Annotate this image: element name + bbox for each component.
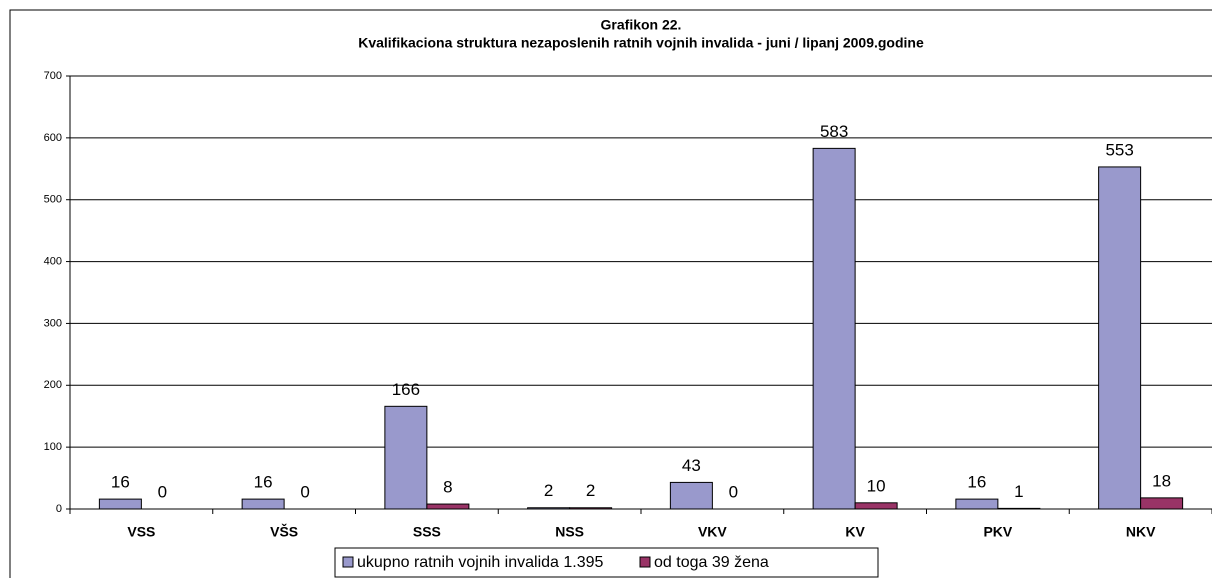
y-tick-label: 0 (56, 503, 62, 515)
data-label: 166 (392, 380, 420, 399)
chart-frame (9, 9, 1212, 578)
x-tick-label: VSS (127, 524, 155, 540)
y-tick-label: 400 (44, 255, 62, 267)
x-tick-label: PKV (983, 524, 1012, 540)
data-label: 18 (1152, 471, 1171, 490)
legend-swatch (639, 556, 651, 568)
data-label: 16 (967, 473, 986, 492)
legend-swatch (342, 556, 354, 568)
data-label: 16 (111, 473, 130, 492)
x-tick-label: NSS (555, 524, 584, 540)
data-label: 1 (1014, 482, 1023, 501)
bar (384, 405, 428, 510)
chart-title: Grafikon 22. (601, 17, 682, 33)
data-label: 0 (729, 482, 738, 501)
x-tick-label: VKV (698, 524, 727, 540)
bar (98, 498, 142, 510)
y-tick-label: 100 (44, 441, 62, 453)
bar (241, 498, 285, 510)
chart-subtitle: Kvalifikaciona struktura nezaposlenih ra… (358, 35, 924, 51)
data-label: 0 (158, 482, 167, 501)
bar (527, 507, 571, 510)
y-tick-label: 300 (44, 317, 62, 329)
data-label: 583 (820, 122, 848, 141)
x-tick-label: KV (845, 524, 865, 540)
bar (997, 507, 1041, 510)
x-tick-label: SSS (413, 524, 441, 540)
data-label: 43 (682, 456, 701, 475)
data-label: 553 (1105, 140, 1133, 159)
data-label: 16 (254, 473, 273, 492)
bar (426, 503, 470, 510)
legend-label: od toga 39 žena (654, 554, 769, 571)
legend-box (334, 547, 879, 578)
bar (955, 498, 999, 510)
y-tick-label: 200 (44, 379, 62, 391)
x-tick-label: NKV (1126, 524, 1156, 540)
bar (812, 147, 856, 510)
y-tick-label: 500 (44, 194, 62, 206)
bar (669, 481, 713, 510)
bar (569, 507, 613, 510)
y-tick-label: 600 (44, 132, 62, 144)
bar (1140, 497, 1184, 510)
legend-label: ukupno ratnih vojnih invalida 1.395 (357, 554, 604, 571)
data-label: 2 (586, 481, 595, 500)
data-label: 10 (867, 476, 886, 495)
bar (1098, 166, 1142, 510)
y-tick-label: 700 (44, 70, 62, 82)
bar (854, 502, 898, 510)
data-label: 8 (443, 478, 452, 497)
x-tick-label: VŠS (270, 523, 298, 540)
data-label: 2 (544, 481, 553, 500)
data-label: 0 (300, 482, 309, 501)
